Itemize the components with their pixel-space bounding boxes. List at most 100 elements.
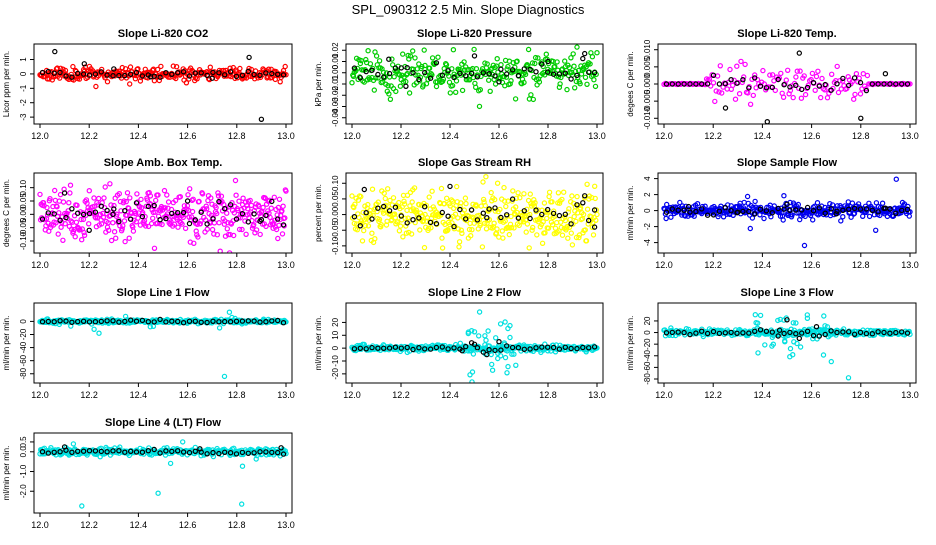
y-tick-label: -0.10 xyxy=(19,231,28,250)
x-tick-label: 12.0 xyxy=(655,390,673,400)
data-point xyxy=(523,229,529,235)
data-point-black xyxy=(163,448,169,454)
data-point xyxy=(396,228,403,234)
data-point xyxy=(183,80,190,86)
data-point xyxy=(668,214,674,220)
data-point xyxy=(186,186,193,192)
x-tick-label: 12.6 xyxy=(179,520,197,530)
data-point-black xyxy=(710,72,717,79)
data-point-black xyxy=(133,200,140,206)
data-point xyxy=(752,312,759,318)
data-point-black xyxy=(822,331,828,338)
y-tick-label: 1 xyxy=(19,57,28,62)
data-point xyxy=(569,242,576,248)
y-tick-label: 0.00 xyxy=(331,206,340,222)
data-point-black xyxy=(763,208,770,214)
data-point xyxy=(494,226,500,232)
data-point xyxy=(795,201,802,208)
data-point-black xyxy=(169,210,175,217)
data-point xyxy=(372,235,378,242)
data-point xyxy=(732,96,739,102)
data-point xyxy=(476,103,483,110)
data-point-black xyxy=(80,318,87,324)
data-point xyxy=(159,221,165,228)
data-point-black xyxy=(233,73,240,80)
data-point xyxy=(828,358,835,365)
data-point-black xyxy=(669,206,676,212)
data-point xyxy=(67,190,73,196)
data-point xyxy=(74,202,80,208)
data-point xyxy=(170,63,176,69)
data-point xyxy=(199,191,206,197)
data-point-black xyxy=(210,318,216,324)
data-point xyxy=(449,82,456,89)
chart-panel: Slope Li-820 Temp. degees C per min. 12.0 1… xyxy=(626,28,919,141)
data-point-black xyxy=(527,215,533,222)
data-point-black xyxy=(787,84,793,90)
data-point-black xyxy=(533,207,539,213)
data-point xyxy=(422,62,428,69)
data-point-black xyxy=(147,74,154,80)
x-tick-label: 12.2 xyxy=(80,260,98,270)
data-point-black xyxy=(796,50,803,56)
data-point xyxy=(40,199,47,206)
data-point xyxy=(512,96,519,102)
data-point xyxy=(508,224,515,231)
y-tick-label: -0.005 xyxy=(643,89,652,112)
data-point xyxy=(194,221,200,227)
data-point xyxy=(172,197,179,204)
data-point-black xyxy=(882,205,889,211)
y-tick-label: 0.00 xyxy=(331,64,340,80)
data-point-black xyxy=(245,219,251,225)
data-point-black xyxy=(80,211,87,218)
y-tick-label: -0.05 xyxy=(19,218,28,237)
data-point xyxy=(750,92,757,99)
data-point-black xyxy=(492,205,498,211)
data-point xyxy=(122,238,128,245)
data-point xyxy=(804,315,811,321)
data-point xyxy=(378,221,384,228)
data-point xyxy=(226,309,233,315)
data-point-black xyxy=(471,341,478,347)
y-tick-label: 0 xyxy=(643,330,652,335)
data-point xyxy=(266,66,272,72)
data-point-black xyxy=(591,69,598,76)
data-point-black xyxy=(568,345,574,352)
data-point xyxy=(508,213,514,220)
data-point-black xyxy=(263,449,269,455)
data-point-black xyxy=(157,74,163,80)
data-point-black xyxy=(239,72,246,79)
data-point-black xyxy=(781,81,787,88)
data-point xyxy=(365,223,372,229)
x-tick-label: 12.0 xyxy=(31,520,49,530)
data-point xyxy=(151,77,158,84)
data-point xyxy=(408,231,415,237)
data-point xyxy=(247,197,253,204)
data-point xyxy=(801,73,807,79)
data-point-black xyxy=(521,346,528,352)
data-point-black xyxy=(699,328,705,334)
data-point xyxy=(479,244,486,250)
data-point xyxy=(502,218,508,224)
data-point xyxy=(124,212,130,219)
data-point xyxy=(482,220,488,226)
data-point xyxy=(853,70,860,77)
data-point-black xyxy=(111,206,117,212)
data-point-black xyxy=(139,73,146,79)
data-point xyxy=(397,223,404,229)
data-point xyxy=(566,206,572,212)
data-point-black xyxy=(591,344,598,350)
y-tick-label: -40 xyxy=(19,341,28,353)
data-point xyxy=(179,221,185,227)
data-point xyxy=(223,210,230,216)
data-point xyxy=(143,203,149,209)
data-point-black xyxy=(145,319,151,325)
data-point xyxy=(79,503,85,509)
data-point-black xyxy=(740,76,746,83)
data-point-black xyxy=(681,81,687,87)
y-axis-label: ml/min per min. xyxy=(314,316,323,371)
data-point-black xyxy=(463,216,469,222)
data-point xyxy=(567,216,573,223)
data-point xyxy=(198,218,204,224)
data-point xyxy=(62,220,68,227)
